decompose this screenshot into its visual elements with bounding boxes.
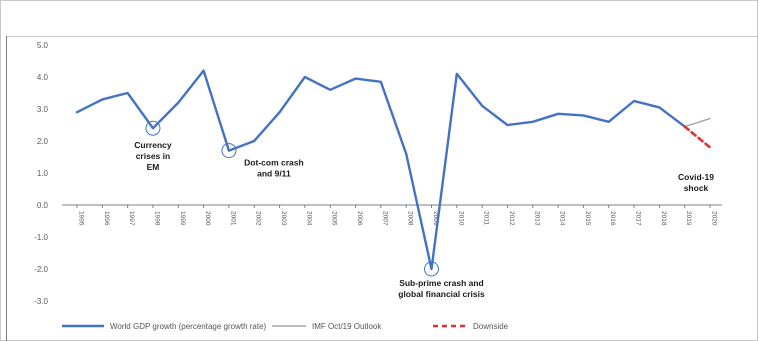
- x-tick-label: 2005: [331, 211, 338, 226]
- x-tick-label: 2011: [483, 211, 490, 225]
- x-tick-label: 2010: [457, 211, 464, 226]
- legend-label: IMF Oct/19 Outlook: [312, 322, 382, 331]
- annotation-layer: Currency crises in EM Dot-com crash and 9/11…: [134, 120, 714, 299]
- series-line-downside: [683, 125, 712, 149]
- x-tick-label: 1995: [78, 211, 85, 226]
- x-tick-label: 2001: [229, 211, 236, 226]
- y-tick-label: 0.0: [37, 201, 49, 210]
- x-tick-label: 2000: [204, 211, 211, 226]
- y-axis-ticks: 5.0 4.0 3.0 2.0 1.0 0.0 -1.0 -2.0 -3.0: [34, 41, 48, 306]
- y-tick-label: 3.0: [37, 105, 49, 114]
- series-layer: [75, 69, 712, 271]
- x-tick-label: 2020: [711, 211, 718, 226]
- highlight-circle: [423, 261, 439, 277]
- x-tick-label: 2016: [609, 211, 616, 226]
- y-tick-label: -1.0: [34, 233, 48, 242]
- highlight-circle: [221, 143, 237, 159]
- x-tick-label: 2013: [533, 211, 540, 226]
- legend-label: Downside: [473, 322, 509, 331]
- legend-label: World GDP growth (percentage growth rate…: [110, 322, 267, 331]
- y-tick-label: 4.0: [37, 73, 49, 82]
- annotation-label: Dot-com crash and 9/11: [244, 158, 304, 179]
- series-line-imf-outlook: [684, 117, 711, 128]
- series-line-world-gdp: [75, 69, 686, 271]
- x-tick-label: 1998: [153, 211, 160, 226]
- x-tick-label: 2002: [255, 211, 262, 226]
- x-tick-label: 2003: [280, 211, 287, 226]
- x-tick-label: 1996: [103, 211, 110, 226]
- x-tick-label: 2019: [685, 211, 692, 226]
- x-axis-ticks: 1995 1996 1997 1998 1999 2000 2001 2002 2003 2004…: [76, 205, 718, 226]
- x-tick-label: 2008: [407, 211, 414, 226]
- x-tick-label: 2012: [508, 211, 515, 226]
- x-tick-label: 2017: [635, 211, 642, 226]
- x-tick-label: 2007: [381, 211, 388, 226]
- annotation-label: Sub-prime crash and global financial cris…: [398, 278, 485, 299]
- x-tick-label: 2009: [432, 211, 439, 226]
- legend: World GDP growth (percentage growth rate…: [62, 322, 509, 331]
- y-tick-label: 2.0: [37, 137, 49, 146]
- highlight-circle: [145, 120, 161, 136]
- y-tick-label: 1.0: [37, 169, 49, 178]
- annotation-label: Covid-19 shock: [678, 172, 714, 193]
- x-tick-label: 1997: [128, 211, 135, 226]
- annotation-label: Currency crises in EM: [134, 140, 172, 172]
- x-tick-label: 2015: [584, 211, 591, 226]
- y-tick-label: -2.0: [34, 265, 48, 274]
- y-tick-label: 5.0: [37, 41, 49, 50]
- x-tick-label: 2004: [305, 211, 312, 226]
- x-tick-label: 1999: [179, 211, 186, 226]
- y-tick-label: -3.0: [34, 297, 48, 306]
- x-tick-label: 2014: [559, 211, 566, 226]
- x-tick-label: 2018: [660, 211, 667, 226]
- x-tick-label: 2006: [356, 211, 363, 226]
